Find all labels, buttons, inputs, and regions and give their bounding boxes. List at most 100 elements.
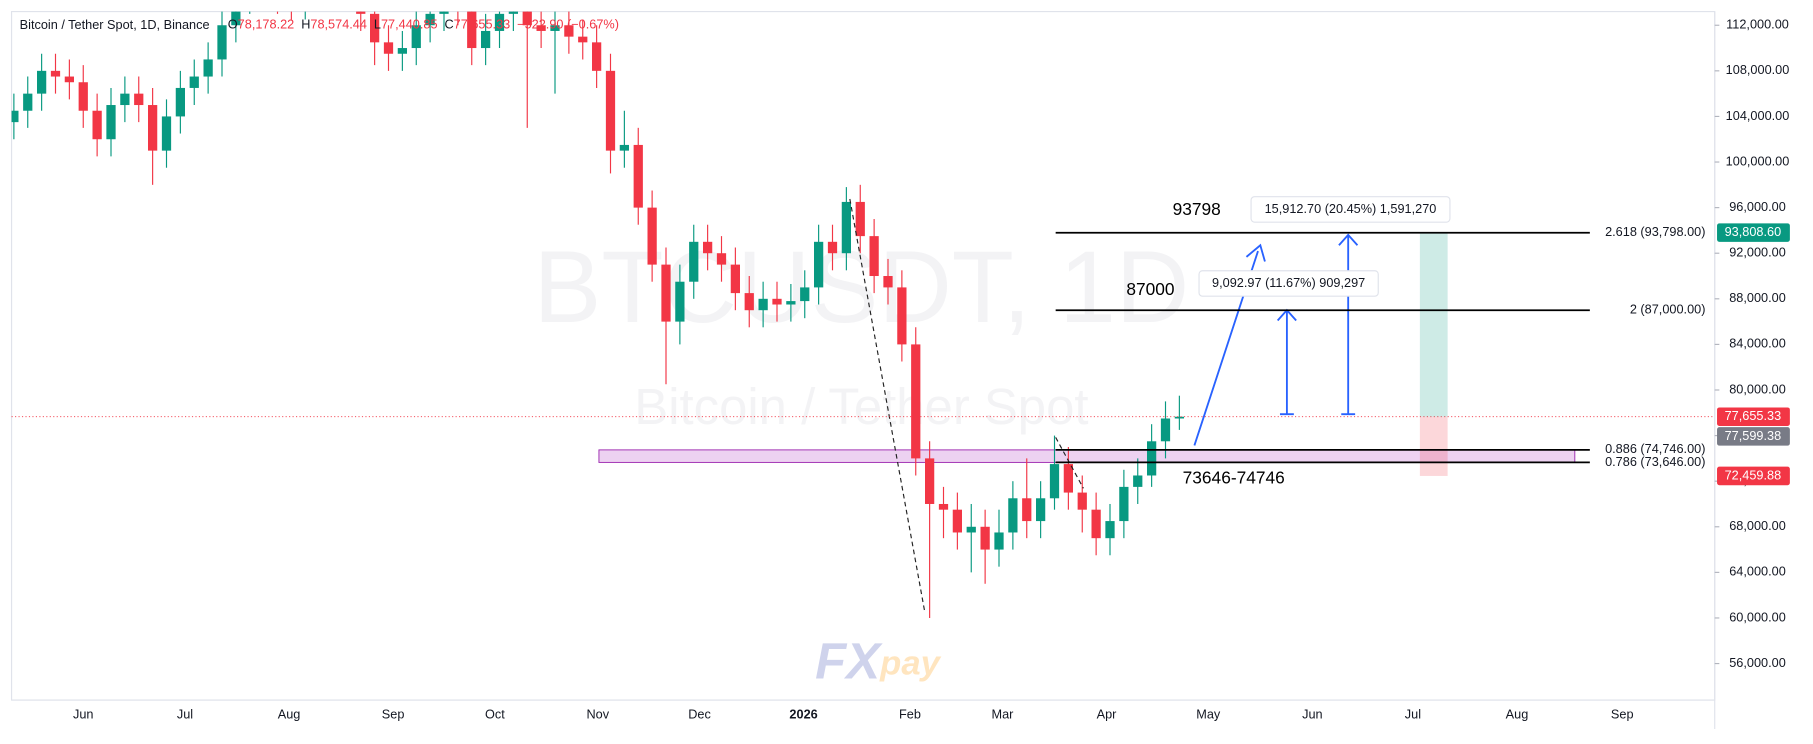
candle-body — [869, 236, 879, 277]
price-tag — [1717, 427, 1790, 446]
y-tick-label: 80,000.00 — [1729, 381, 1786, 396]
ohlc-key: C — [444, 17, 453, 32]
candle-body — [938, 503, 949, 510]
measure-box — [1198, 270, 1379, 297]
change: −522.90 (−0.67%) — [517, 17, 619, 32]
y-tick-label: 56,000.00 — [1729, 655, 1786, 670]
price-tag — [1717, 466, 1790, 486]
x-tick-label: Aug — [1506, 706, 1529, 721]
candle-body — [120, 93, 130, 106]
candle-body — [203, 59, 213, 77]
candle-body — [453, 2, 462, 8]
fib-label: 0.786 (73,646.00) — [1605, 454, 1705, 469]
candle-body — [356, 11, 366, 14]
symbol-title: Bitcoin / Tether Spot, 1D, Binance — [20, 17, 210, 32]
ohlc-values: O78,178.22 H78,574.44 L77,440.85 C77,655.33… — [228, 17, 619, 32]
candle-body — [855, 201, 865, 237]
y-tick-label: 112,000.00 — [1726, 17, 1789, 32]
ohlc-value: 77,440.85 — [381, 17, 438, 32]
candle-body — [148, 105, 158, 151]
x-tick-label: Jul — [177, 706, 193, 721]
price-tag-label: 77,655.33 — [1725, 408, 1782, 423]
ohlc-value: 77,655.33 — [454, 17, 511, 32]
measure-label: 9,092.97 (11.67%) 909,297 — [1212, 275, 1365, 290]
x-tick-label: Mar — [992, 706, 1015, 721]
candle-body — [383, 42, 394, 54]
candle-body — [675, 281, 685, 322]
candle-body — [1077, 492, 1087, 510]
x-tick-label: Sep — [1611, 706, 1634, 721]
candle-body — [633, 144, 643, 208]
x-tick-label: Jul — [1405, 706, 1421, 721]
candle-body — [78, 82, 88, 111]
annotation: 73646-74746 — [1183, 468, 1285, 488]
candle-body — [605, 70, 616, 151]
candle-body — [564, 25, 574, 37]
candle-body — [536, 25, 546, 31]
ohlc-value: 78,178.22 — [238, 17, 295, 32]
candle-body — [161, 116, 172, 151]
candle-body — [661, 264, 671, 322]
candle-body — [301, 0, 310, 2]
candle-body — [800, 287, 810, 302]
candle-body — [1105, 521, 1115, 539]
candle-body — [814, 241, 824, 288]
candle-body — [1008, 498, 1018, 533]
x-tick-label: Oct — [485, 706, 505, 721]
x-tick-label: Apr — [1097, 706, 1118, 721]
candle-body — [1036, 498, 1046, 522]
price-tag-label: 72,459.88 — [1725, 467, 1782, 482]
y-tick-label: 104,000.00 — [1726, 108, 1790, 123]
price-tag-label: 93,808.60 — [1725, 224, 1782, 239]
candle-body — [397, 48, 407, 54]
candle-body — [23, 93, 33, 111]
candle-body — [883, 276, 893, 288]
candle-body — [481, 30, 491, 49]
annotation: 93798 — [1173, 199, 1221, 219]
candle-body — [647, 207, 657, 265]
measure-label: 15,912.70 (20.45%) 1,591,270 — [1265, 201, 1437, 216]
price-tag — [1717, 407, 1790, 426]
target-box — [1419, 232, 1448, 417]
candle-body — [994, 532, 1004, 550]
candle-body — [619, 144, 629, 151]
candle-body — [578, 36, 588, 43]
candle-body — [827, 241, 838, 254]
candle-body — [64, 76, 74, 83]
y-tick-label: 100,000.00 — [1726, 153, 1790, 168]
candle-body — [287, 0, 296, 2]
candle-body — [897, 287, 907, 345]
candle-body — [1063, 464, 1073, 493]
candle-body — [494, 13, 505, 31]
ohlc-key: H — [301, 17, 310, 32]
x-tick-label: Dec — [688, 706, 711, 721]
candle-body — [925, 458, 935, 504]
candle-body — [1022, 498, 1032, 522]
candle-body — [786, 301, 796, 305]
candle-body — [134, 93, 144, 106]
candle-body — [1174, 416, 1184, 419]
y-tick-label: 96,000.00 — [1729, 199, 1786, 214]
x-tick-label: Aug — [278, 706, 301, 721]
candle-body — [592, 42, 602, 71]
x-tick-label: Nov — [586, 706, 609, 721]
candle-body — [966, 526, 976, 533]
measure-arrow — [1338, 233, 1359, 416]
ohlc-key: O — [228, 17, 238, 32]
x-tick-label: Jun — [73, 706, 94, 721]
candle-body — [231, 11, 241, 26]
candle-body — [508, 11, 518, 14]
price-tag — [1717, 223, 1790, 242]
stop-box — [1419, 416, 1448, 476]
x-tick-label: Sep — [382, 706, 405, 721]
candle-body — [703, 241, 713, 254]
fib-label: 2.618 (93,798.00) — [1605, 224, 1705, 239]
candle-body — [744, 293, 754, 311]
y-tick-label: 84,000.00 — [1729, 336, 1786, 351]
candle-body — [217, 25, 227, 60]
candle-body — [1133, 475, 1143, 487]
x-tick-label: Feb — [899, 706, 921, 721]
candle-body — [1091, 509, 1101, 539]
ohlc-key: L — [374, 17, 381, 32]
